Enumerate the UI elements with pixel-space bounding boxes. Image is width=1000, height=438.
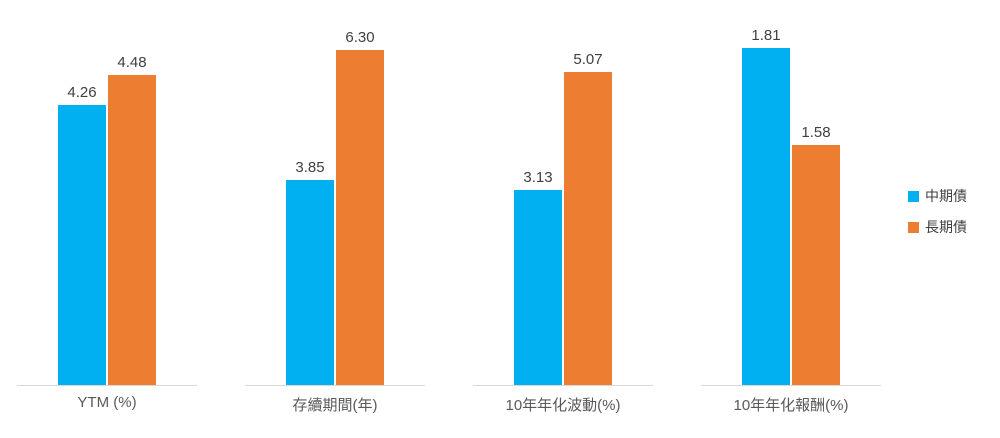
- x-axis-line: [701, 385, 881, 386]
- data-label: 6.30: [345, 29, 375, 46]
- bar-column: 4.48: [108, 54, 156, 385]
- x-axis-line: [473, 385, 653, 386]
- category-label: YTM (%): [77, 394, 137, 411]
- bar-column: 6.30: [336, 29, 384, 385]
- chart-group-return: 1.81 1.58 10年年化報酬(%): [701, 23, 881, 415]
- data-label: 4.48: [117, 54, 147, 71]
- bar-long-term: [336, 50, 384, 385]
- bar-mid-term: [286, 180, 334, 385]
- bar-column: 3.13: [514, 169, 562, 385]
- bar-long-term: [108, 75, 156, 385]
- bar-chart: 4.26 4.48 YTM (%) 3.85 6.30 存續期間(年): [17, 23, 881, 415]
- bar-column: 4.26: [58, 84, 106, 385]
- plot-area: 3.85 6.30: [245, 23, 425, 385]
- bar-column: 3.85: [286, 159, 334, 385]
- category-label: 10年年化報酬(%): [733, 397, 849, 414]
- bar-mid-term: [742, 48, 790, 385]
- legend-item-mid-term: 中期債: [908, 186, 967, 206]
- category-label: 存續期間(年): [292, 397, 378, 414]
- bar-column: 1.58: [792, 124, 840, 385]
- x-axis-line: [245, 385, 425, 386]
- data-label: 3.85: [295, 159, 325, 176]
- bar-column: 5.07: [564, 51, 612, 385]
- legend-swatch-mid-term: [908, 190, 919, 202]
- bar-column: 1.81: [742, 27, 790, 385]
- chart-legend: 中期債 長期債: [908, 186, 967, 237]
- bar-long-term: [792, 145, 840, 385]
- data-label: 4.26: [67, 84, 97, 101]
- bar-mid-term: [58, 105, 106, 385]
- chart-group-duration: 3.85 6.30 存續期間(年): [245, 23, 425, 415]
- legend-swatch-long-term: [908, 221, 919, 233]
- data-label: 1.81: [751, 27, 781, 44]
- plot-area: 4.26 4.48: [17, 23, 197, 385]
- plot-area: 3.13 5.07: [473, 23, 653, 385]
- category-label: 10年年化波動(%): [505, 397, 621, 414]
- bar-long-term: [564, 72, 612, 385]
- x-axis-line: [17, 385, 197, 386]
- chart-group-volatility: 3.13 5.07 10年年化波動(%): [473, 23, 653, 415]
- legend-label: 中期債: [925, 188, 967, 204]
- plot-area: 1.81 1.58: [701, 23, 881, 385]
- legend-label: 長期債: [925, 219, 967, 235]
- data-label: 3.13: [523, 169, 553, 186]
- data-label: 1.58: [801, 124, 831, 141]
- data-label: 5.07: [573, 51, 603, 68]
- bar-mid-term: [514, 190, 562, 385]
- chart-group-ytm: 4.26 4.48 YTM (%): [17, 23, 197, 415]
- legend-item-long-term: 長期債: [908, 217, 967, 237]
